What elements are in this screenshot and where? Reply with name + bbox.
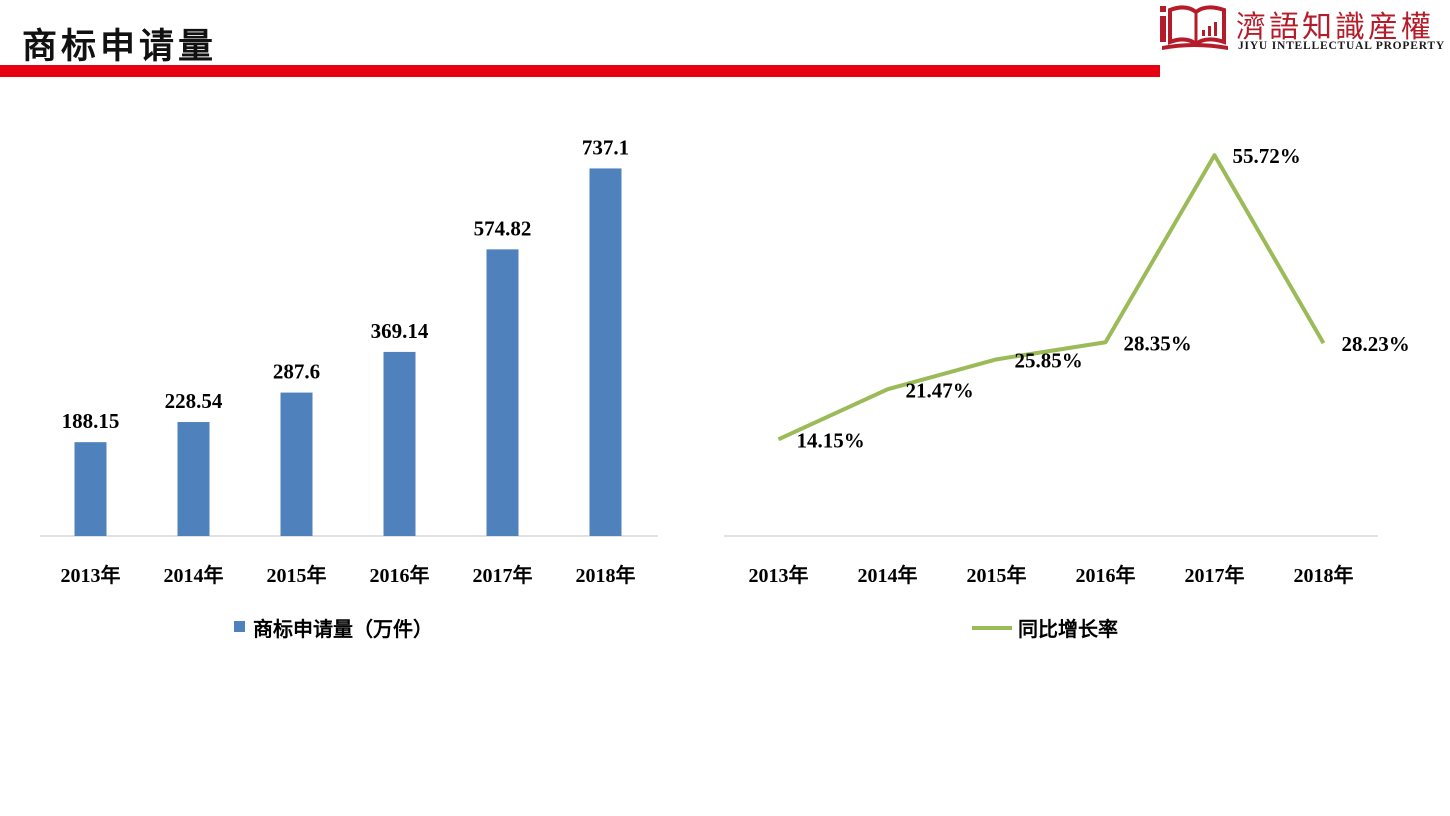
x-tick-label: 2013年 bbox=[749, 563, 809, 587]
x-tick-label: 2014年 bbox=[164, 563, 224, 587]
page-title: 商标申请量 bbox=[22, 26, 218, 67]
line-chart: 14.15% 2013年 21.47% 2014年 25.85% 2015年 28.35% 2… bbox=[724, 144, 1410, 641]
x-tick-label: 2017年 bbox=[473, 563, 533, 587]
bar-2015年 bbox=[280, 392, 313, 536]
company-logo: 濟語知識産權 JIYU INTELLECTUAL PROPERTY bbox=[1158, 2, 1448, 64]
x-tick-label: 2016年 bbox=[370, 563, 430, 587]
line-data-label: 28.23% bbox=[1342, 332, 1410, 356]
bar-legend: 商标申请量（万件） bbox=[234, 617, 433, 641]
x-tick-label: 2015年 bbox=[967, 563, 1027, 587]
x-tick-label: 2015年 bbox=[267, 563, 327, 587]
bar-chart: 188.15 2013年 228.54 2014年 287.6 2015年 369.14 20… bbox=[40, 135, 658, 641]
x-tick-label: 2018年 bbox=[1294, 563, 1354, 587]
bar-legend-label: 商标申请量（万件） bbox=[253, 617, 433, 641]
bar-2016年 bbox=[383, 351, 416, 536]
line-data-label: 14.15% bbox=[797, 428, 865, 452]
x-tick-label: 2016年 bbox=[1076, 563, 1136, 587]
line-data-label: 25.85% bbox=[1015, 348, 1083, 372]
bar-data-label: 228.54 bbox=[165, 389, 223, 413]
bar-data-label: 574.82 bbox=[474, 216, 532, 240]
bar-data-label: 188.15 bbox=[62, 409, 120, 433]
bar-2014年 bbox=[177, 422, 210, 536]
book-logo-icon bbox=[1160, 5, 1228, 50]
title-rule bbox=[0, 65, 1160, 77]
bar-legend-swatch bbox=[234, 621, 245, 632]
x-tick-label: 2013年 bbox=[61, 563, 121, 587]
line-data-label: 55.72% bbox=[1233, 144, 1301, 168]
x-tick-label: 2017年 bbox=[1185, 563, 1245, 587]
x-tick-label: 2014年 bbox=[858, 563, 918, 587]
logo-chinese-name: 濟語知識産權 bbox=[1236, 10, 1434, 45]
bar-data-label: 287.6 bbox=[273, 360, 320, 384]
logo-english-name: JIYU INTELLECTUAL PROPERTY bbox=[1238, 40, 1445, 52]
bar-data-label: 369.14 bbox=[371, 319, 429, 343]
line-data-label: 28.35% bbox=[1124, 331, 1192, 355]
line-legend: 同比增长率 bbox=[972, 617, 1118, 641]
line-legend-label: 同比增长率 bbox=[1018, 617, 1118, 641]
bar-2017年 bbox=[486, 249, 519, 536]
bar-data-label: 737.1 bbox=[582, 135, 629, 159]
x-tick-label: 2018年 bbox=[576, 563, 636, 587]
bar-2018年 bbox=[589, 168, 622, 536]
growth-rate-line bbox=[777, 153, 1326, 442]
line-data-label: 21.47% bbox=[906, 378, 974, 402]
bar-2013年 bbox=[74, 442, 107, 536]
